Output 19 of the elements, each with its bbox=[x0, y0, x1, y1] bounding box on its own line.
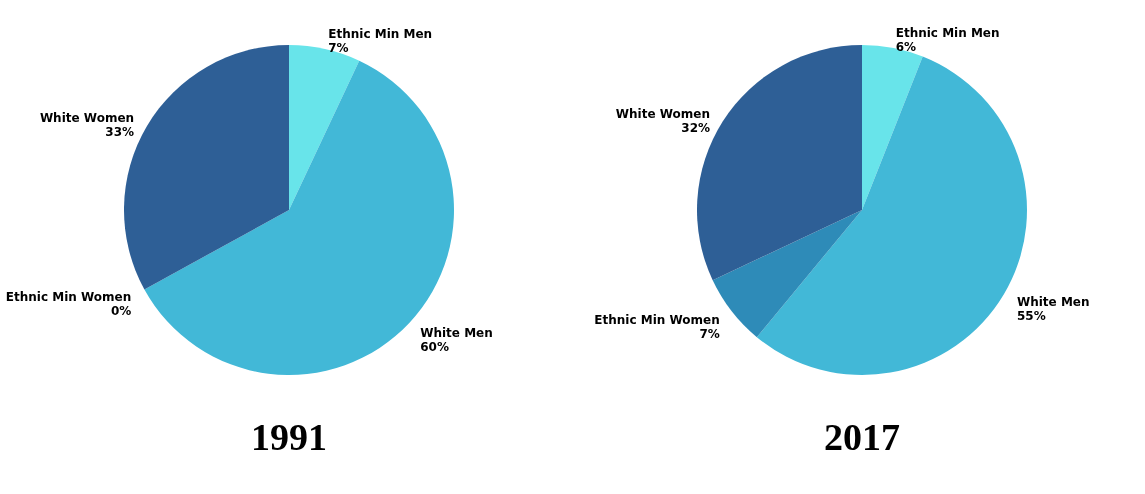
pie-slice bbox=[289, 45, 360, 210]
data-label: 7% bbox=[699, 327, 720, 342]
category-label: Ethnic Min Women bbox=[5, 289, 132, 304]
data-label: 55% bbox=[1016, 308, 1046, 323]
text: 0% bbox=[110, 303, 132, 318]
data-label: 60% bbox=[420, 340, 449, 355]
data-label: 6% bbox=[895, 40, 917, 55]
slice-label: White Men bbox=[1016, 294, 1090, 309]
text: 1991 bbox=[251, 416, 327, 458]
data-label: 32% bbox=[681, 120, 711, 135]
slice-label: White Women bbox=[615, 106, 711, 121]
slice-label: White Women bbox=[39, 111, 135, 126]
slice-label: Ethnic Min Women bbox=[594, 313, 720, 328]
data-label: 7% bbox=[328, 41, 349, 56]
slice-label: White Men bbox=[420, 326, 493, 341]
text: 2017 bbox=[824, 416, 900, 458]
data-label: 33% bbox=[105, 125, 135, 140]
slice-label: Ethnic Min Men bbox=[328, 27, 433, 42]
slice-label: Ethnic Min Men bbox=[895, 26, 1000, 41]
